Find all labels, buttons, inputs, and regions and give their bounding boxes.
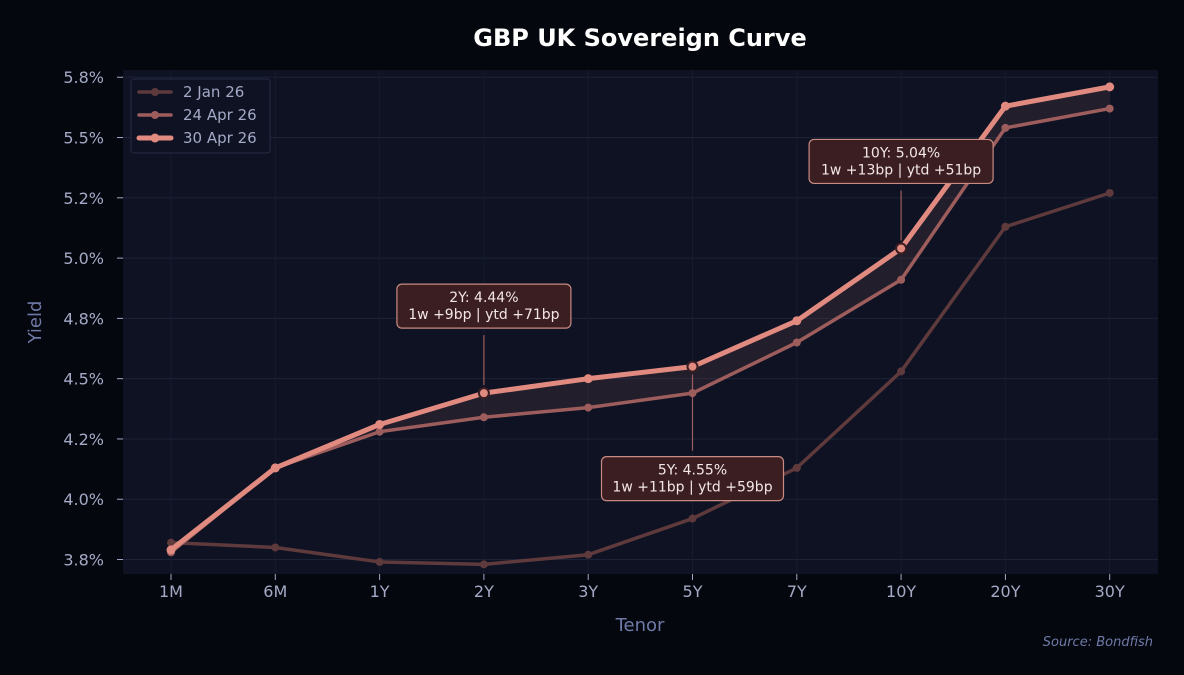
legend-marker	[151, 88, 159, 96]
legend-item-0: 2 Jan 26	[137, 83, 244, 101]
series-line	[169, 191, 1112, 567]
data-point	[583, 374, 593, 384]
legend-label: 2 Jan 26	[183, 83, 244, 101]
annotation-2: 10Y: 5.04%1w +13bp | ytd +51bp	[808, 138, 994, 255]
legend-marker	[151, 111, 159, 119]
data-point	[271, 543, 280, 552]
x-tick-label: 2Y	[474, 582, 494, 601]
x-tick-label: 6M	[263, 582, 287, 601]
legend-label: 24 Apr 26	[183, 106, 257, 124]
source-note: Source: Bondfish	[1043, 635, 1153, 650]
data-point	[897, 367, 906, 376]
legend-item-2: 30 Apr 26	[136, 129, 257, 147]
data-point	[1001, 123, 1010, 132]
data-point	[688, 514, 697, 523]
x-axis-ticks: 1M 6M 1Y 2Y 3Y 5Y 7Y 10Y 20Y 30Y	[159, 574, 1125, 601]
y-tick-label: 4.2%	[63, 430, 104, 449]
x-tick-label: 3Y	[578, 582, 598, 601]
data-point	[1000, 101, 1010, 111]
y-tick-label: 5.5%	[63, 129, 104, 148]
data-point	[1105, 82, 1115, 92]
data-point	[584, 550, 593, 559]
data-point	[792, 338, 801, 347]
annotation-box	[808, 138, 994, 185]
annotation-detail: 1w +13bp | ytd +51bp	[821, 162, 981, 178]
data-point	[375, 419, 385, 429]
annotation-0: 2Y: 4.44%1w +9bp | ytd +71bp	[396, 283, 572, 400]
legend-box	[130, 78, 271, 154]
annotation-title: 5Y: 4.55%	[658, 463, 727, 479]
series-0	[167, 188, 1114, 569]
series-line	[169, 106, 1112, 555]
data-point	[1001, 222, 1010, 231]
y-axis-label: Yield	[25, 301, 46, 345]
x-tick-label: 30Y	[1095, 582, 1125, 601]
legend-marker	[150, 133, 160, 143]
x-tick-label: 5Y	[683, 582, 703, 601]
y-tick-label: 5.0%	[63, 249, 104, 268]
y-tick-label: 4.8%	[63, 309, 104, 328]
annotation-marker	[477, 387, 490, 400]
data-point	[167, 538, 175, 547]
legend: 2 Jan 26 24 Apr 26 30 Apr 26	[130, 78, 271, 154]
data-point	[792, 463, 801, 472]
y-tick-label: 5.2%	[63, 189, 104, 208]
data-point	[270, 463, 280, 473]
annotation-title: 10Y: 5.04%	[862, 145, 940, 161]
data-point	[584, 403, 593, 412]
data-point	[479, 413, 488, 422]
y-tick-label: 4.0%	[63, 490, 104, 509]
annotation-detail: 1w +11bp | ytd +59bp	[612, 480, 772, 496]
data-point	[1105, 188, 1114, 197]
annotation-box	[396, 283, 572, 329]
legend-item-1: 24 Apr 26	[137, 106, 257, 124]
y-tick-label: 3.8%	[63, 551, 104, 570]
annotation-box	[600, 456, 785, 502]
x-tick-label: 7Y	[787, 582, 807, 601]
annotation-marker	[686, 360, 699, 373]
x-tick-label: 10Y	[886, 582, 916, 601]
data-point	[792, 316, 802, 326]
x-tick-label: 1M	[159, 582, 183, 601]
x-tick-label: 20Y	[990, 582, 1020, 601]
data-point	[375, 557, 384, 566]
x-tick-label: 1Y	[370, 582, 390, 601]
data-point	[166, 545, 176, 555]
y-tick-label: 4.5%	[63, 370, 104, 389]
annotation-marker	[895, 242, 908, 255]
annotation-detail: 1w +9bp | ytd +71bp	[408, 307, 559, 323]
legend-label: 30 Apr 26	[183, 129, 257, 147]
y-axis-ticks: 3.8% 4.0% 4.2% 4.5% 4.8% 5.0% 5.2% 5.5% 5.8%	[63, 68, 123, 570]
data-point	[897, 275, 906, 284]
y-tick-label: 5.8%	[63, 68, 104, 87]
x-axis-label: Tenor	[615, 615, 665, 636]
data-point	[1105, 104, 1114, 113]
annotation-title: 2Y: 4.44%	[449, 290, 518, 306]
chart-title: GBP UK Sovereign Curve	[473, 24, 807, 52]
annotation-1: 5Y: 4.55%1w +11bp | ytd +59bp	[600, 360, 785, 502]
data-point	[375, 427, 384, 436]
data-point	[479, 560, 488, 569]
